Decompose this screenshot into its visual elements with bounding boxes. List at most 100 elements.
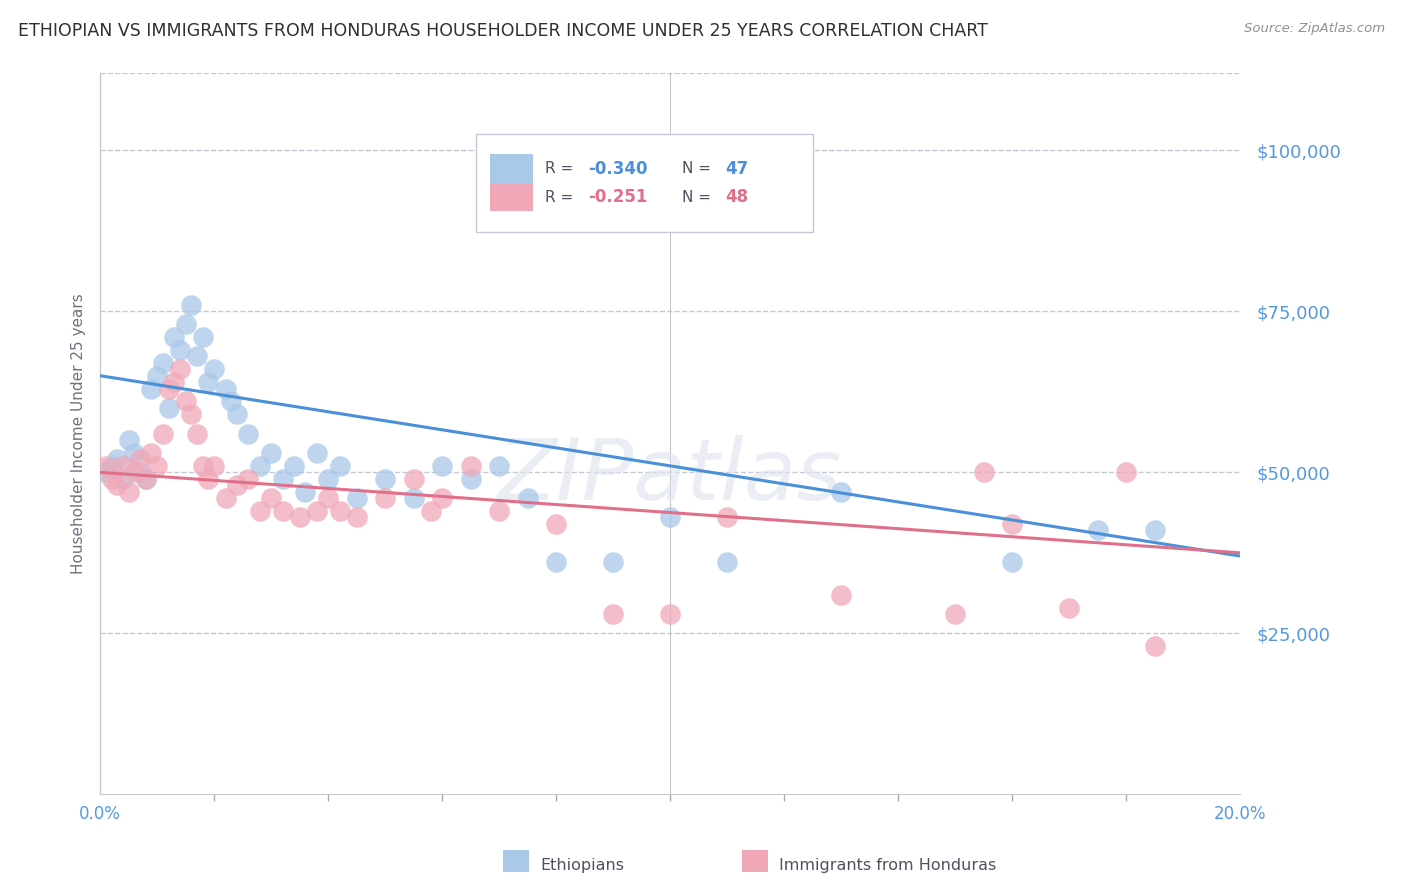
- Point: [346, 510, 368, 524]
- Point: [488, 504, 510, 518]
- Point: [169, 362, 191, 376]
- Point: [460, 472, 482, 486]
- Point: [100, 472, 122, 486]
- Point: [202, 458, 225, 473]
- Point: [1001, 556, 1024, 570]
- Point: [152, 356, 174, 370]
- Point: [1115, 466, 1137, 480]
- Point: [374, 472, 396, 486]
- Point: [602, 607, 624, 621]
- Point: [174, 394, 197, 409]
- Point: [305, 504, 328, 518]
- Point: [288, 510, 311, 524]
- Point: [973, 466, 995, 480]
- Point: [100, 458, 122, 473]
- Point: [186, 350, 208, 364]
- Point: [402, 472, 425, 486]
- Point: [191, 330, 214, 344]
- Point: [716, 510, 738, 524]
- Point: [146, 458, 169, 473]
- Point: [316, 472, 339, 486]
- Point: [124, 446, 146, 460]
- Point: [202, 362, 225, 376]
- Point: [516, 491, 538, 505]
- Point: [197, 375, 219, 389]
- Point: [1143, 639, 1166, 653]
- Point: [283, 458, 305, 473]
- Point: [141, 382, 163, 396]
- Point: [111, 458, 134, 473]
- Point: [174, 317, 197, 331]
- Point: [135, 472, 157, 486]
- Point: [546, 556, 568, 570]
- Point: [1057, 600, 1080, 615]
- Text: R =: R =: [544, 190, 582, 204]
- Point: [226, 408, 249, 422]
- Point: [546, 516, 568, 531]
- Point: [260, 491, 283, 505]
- Text: ETHIOPIAN VS IMMIGRANTS FROM HONDURAS HOUSEHOLDER INCOME UNDER 25 YEARS CORRELAT: ETHIOPIAN VS IMMIGRANTS FROM HONDURAS HO…: [18, 22, 988, 40]
- Text: Source: ZipAtlas.com: Source: ZipAtlas.com: [1244, 22, 1385, 36]
- Point: [129, 466, 152, 480]
- Point: [316, 491, 339, 505]
- Point: [226, 478, 249, 492]
- Point: [249, 458, 271, 473]
- Point: [214, 382, 236, 396]
- Point: [238, 472, 260, 486]
- Point: [1001, 516, 1024, 531]
- Point: [163, 330, 186, 344]
- Point: [94, 458, 117, 473]
- Point: [830, 588, 852, 602]
- Point: [152, 426, 174, 441]
- Point: [271, 472, 294, 486]
- Text: N =: N =: [682, 161, 716, 177]
- Point: [294, 484, 316, 499]
- Point: [105, 452, 128, 467]
- Text: 47: 47: [725, 160, 748, 178]
- Point: [402, 491, 425, 505]
- Point: [105, 478, 128, 492]
- Point: [157, 382, 180, 396]
- Text: R =: R =: [544, 161, 578, 177]
- Text: -0.251: -0.251: [588, 188, 648, 206]
- Point: [329, 458, 352, 473]
- Text: -0.340: -0.340: [588, 160, 648, 178]
- Point: [157, 401, 180, 415]
- Point: [141, 446, 163, 460]
- Point: [488, 458, 510, 473]
- Point: [117, 484, 139, 499]
- Point: [419, 504, 441, 518]
- Point: [129, 452, 152, 467]
- Point: [249, 504, 271, 518]
- Point: [271, 504, 294, 518]
- Point: [659, 607, 682, 621]
- Bar: [477, 135, 813, 232]
- Point: [180, 408, 202, 422]
- Text: 48: 48: [725, 188, 748, 206]
- Point: [374, 491, 396, 505]
- Text: Immigrants from Honduras: Immigrants from Honduras: [779, 858, 997, 873]
- Point: [1087, 523, 1109, 537]
- Point: [346, 491, 368, 505]
- Y-axis label: Householder Income Under 25 years: Householder Income Under 25 years: [72, 293, 86, 574]
- Point: [111, 472, 134, 486]
- Point: [186, 426, 208, 441]
- Point: [124, 466, 146, 480]
- Point: [305, 446, 328, 460]
- Point: [430, 458, 453, 473]
- Point: [94, 466, 117, 480]
- Point: [659, 510, 682, 524]
- Point: [430, 491, 453, 505]
- Point: [329, 504, 352, 518]
- Bar: [491, 154, 533, 184]
- Point: [135, 472, 157, 486]
- Point: [163, 375, 186, 389]
- Point: [197, 472, 219, 486]
- Point: [146, 368, 169, 383]
- Point: [238, 426, 260, 441]
- Point: [602, 556, 624, 570]
- Point: [830, 484, 852, 499]
- Point: [169, 343, 191, 357]
- Bar: [491, 183, 533, 211]
- Text: Ethiopians: Ethiopians: [540, 858, 624, 873]
